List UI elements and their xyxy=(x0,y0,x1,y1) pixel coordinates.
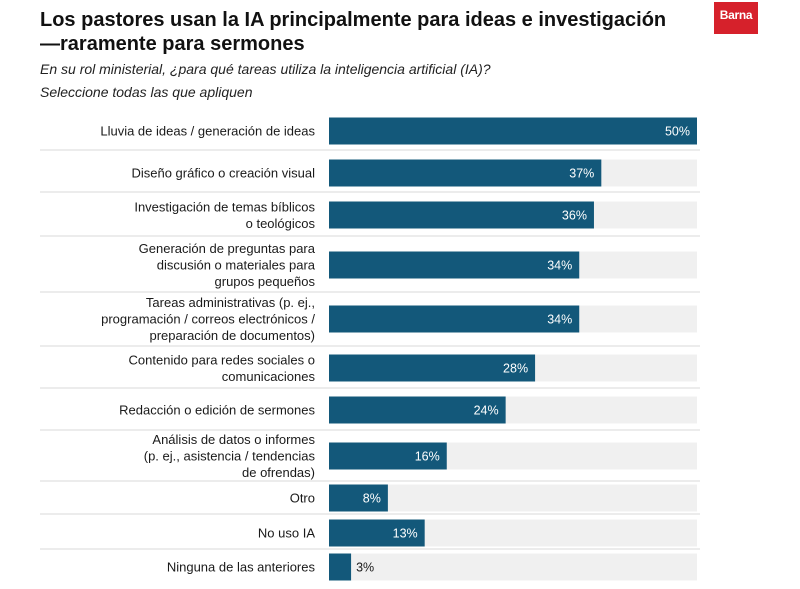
category-label: Análisis de datos o informes (p. ej., asi… xyxy=(144,432,316,480)
value-label: 36% xyxy=(562,209,587,223)
bar xyxy=(329,484,388,512)
category-label: Investigación de temas bíblicos o teológi… xyxy=(134,199,315,231)
value-label: 8% xyxy=(363,492,381,506)
value-label: 3% xyxy=(356,561,374,575)
bar xyxy=(329,305,580,333)
bar xyxy=(329,442,447,470)
bar xyxy=(329,117,697,145)
category-label: Redacción o edición de sermones xyxy=(119,403,315,418)
category-label: Otro xyxy=(290,491,315,506)
value-label: 24% xyxy=(474,404,499,418)
category-label: Ninguna de las anteriores xyxy=(167,560,316,575)
value-label: 37% xyxy=(569,167,594,181)
value-label: 13% xyxy=(393,527,418,541)
bar xyxy=(329,354,536,382)
bar-track xyxy=(329,484,697,512)
bar xyxy=(329,396,506,424)
bar-track xyxy=(329,553,697,581)
value-label: 28% xyxy=(503,362,528,376)
value-label: 34% xyxy=(547,259,572,273)
value-label: 50% xyxy=(665,125,690,139)
category-label: No uso IA xyxy=(258,526,315,541)
chart-title: Los pastores usan la IA principalmente p… xyxy=(40,9,667,55)
value-label: 16% xyxy=(415,450,440,464)
category-label: Lluvia de ideas / generación de ideas xyxy=(100,124,315,139)
bar xyxy=(329,251,580,279)
bar xyxy=(329,519,425,547)
barna-logo: Barna xyxy=(714,2,758,34)
chart-subtitle-question: En su rol ministerial, ¿para qué tareas … xyxy=(40,61,491,77)
category-label: Tareas administrativas (p. ej., programac… xyxy=(101,295,315,343)
bar xyxy=(329,553,352,581)
value-label: 34% xyxy=(547,313,572,327)
category-label: Contenido para redes sociales o comunicac… xyxy=(129,352,316,384)
bar xyxy=(329,201,594,229)
category-label: Generación de preguntas para discusión o … xyxy=(139,241,316,289)
category-label: Diseño gráfico o creación visual xyxy=(131,166,315,181)
bar xyxy=(329,159,602,187)
chart-subtitle-instruction: Seleccione todas las que apliquen xyxy=(40,84,253,100)
